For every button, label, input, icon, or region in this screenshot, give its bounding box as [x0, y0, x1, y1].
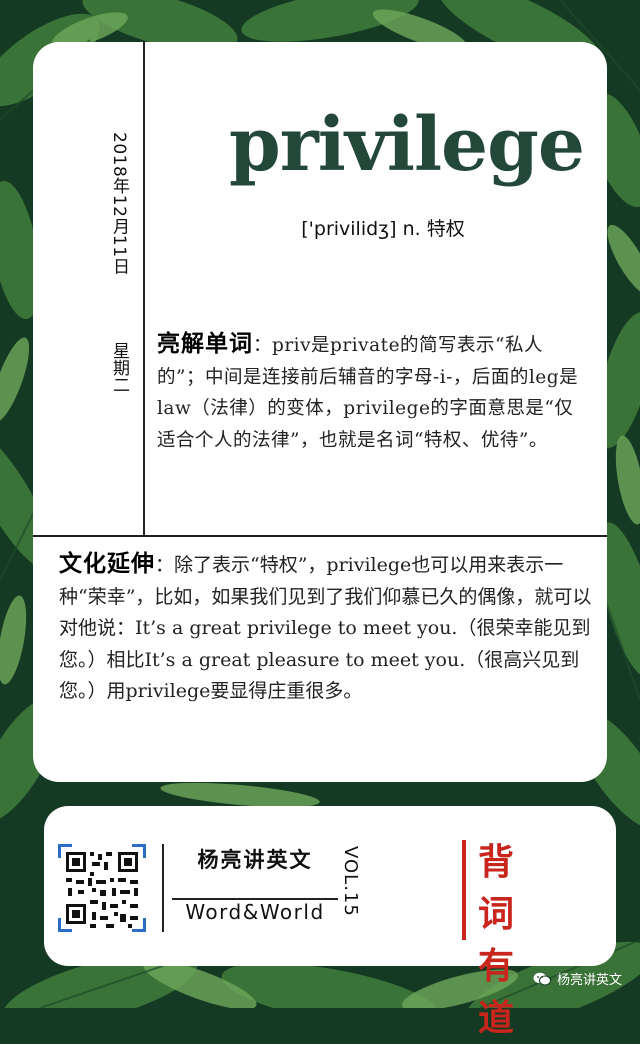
qr-code-icon	[58, 844, 146, 932]
slogan-line-2: 有 道	[478, 945, 529, 1039]
headword: privilege	[229, 102, 585, 188]
phonetic-definition: ['privilidʒ] n. 特权	[301, 218, 465, 240]
wechat-icon	[533, 972, 551, 985]
brand-underline	[172, 898, 338, 900]
horizontal-divider	[33, 535, 607, 537]
slogan: 背 词 有 道	[478, 836, 588, 1044]
watermark: 杨亮讲英文	[533, 969, 622, 988]
brand-subtitle: Word&World	[185, 900, 325, 924]
explain-heading: 亮解单词	[157, 330, 253, 357]
explain-section: 亮解单词：priv是private的简写表示“私人的”；中间是连接前后辅音的字母…	[157, 328, 585, 456]
footer-divider	[162, 844, 164, 932]
brand-name: 杨亮讲英文	[197, 847, 313, 872]
volume-label: VOL.15	[340, 846, 361, 917]
slogan-line-1: 背 词	[478, 841, 529, 935]
culture-section: 文化延伸：除了表示“特权”，privilege也可以用来表示一种“荣幸”，比如，…	[59, 548, 599, 708]
weekday-label: 星期二	[109, 342, 129, 393]
culture-text: ：除了表示“特权”，privilege也可以用来表示一种“荣幸”，比如，如果我们…	[59, 554, 592, 702]
culture-heading: 文化延伸	[59, 550, 155, 577]
footer-card: 杨亮讲英文 Word&World VOL.15 背 词 有 道	[44, 806, 616, 1039]
date-label: 2018年12月11日	[109, 132, 129, 276]
vertical-divider	[143, 42, 145, 536]
watermark-text: 杨亮讲英文	[556, 973, 622, 988]
explain-text: ：priv是private的简写表示“私人的”；中间是连接前后辅音的字母-i-，…	[157, 335, 579, 451]
red-accent-bar	[462, 840, 466, 940]
word-card: 2018年12月11日 星期二 privilege ['privilidʒ] n…	[33, 42, 607, 782]
